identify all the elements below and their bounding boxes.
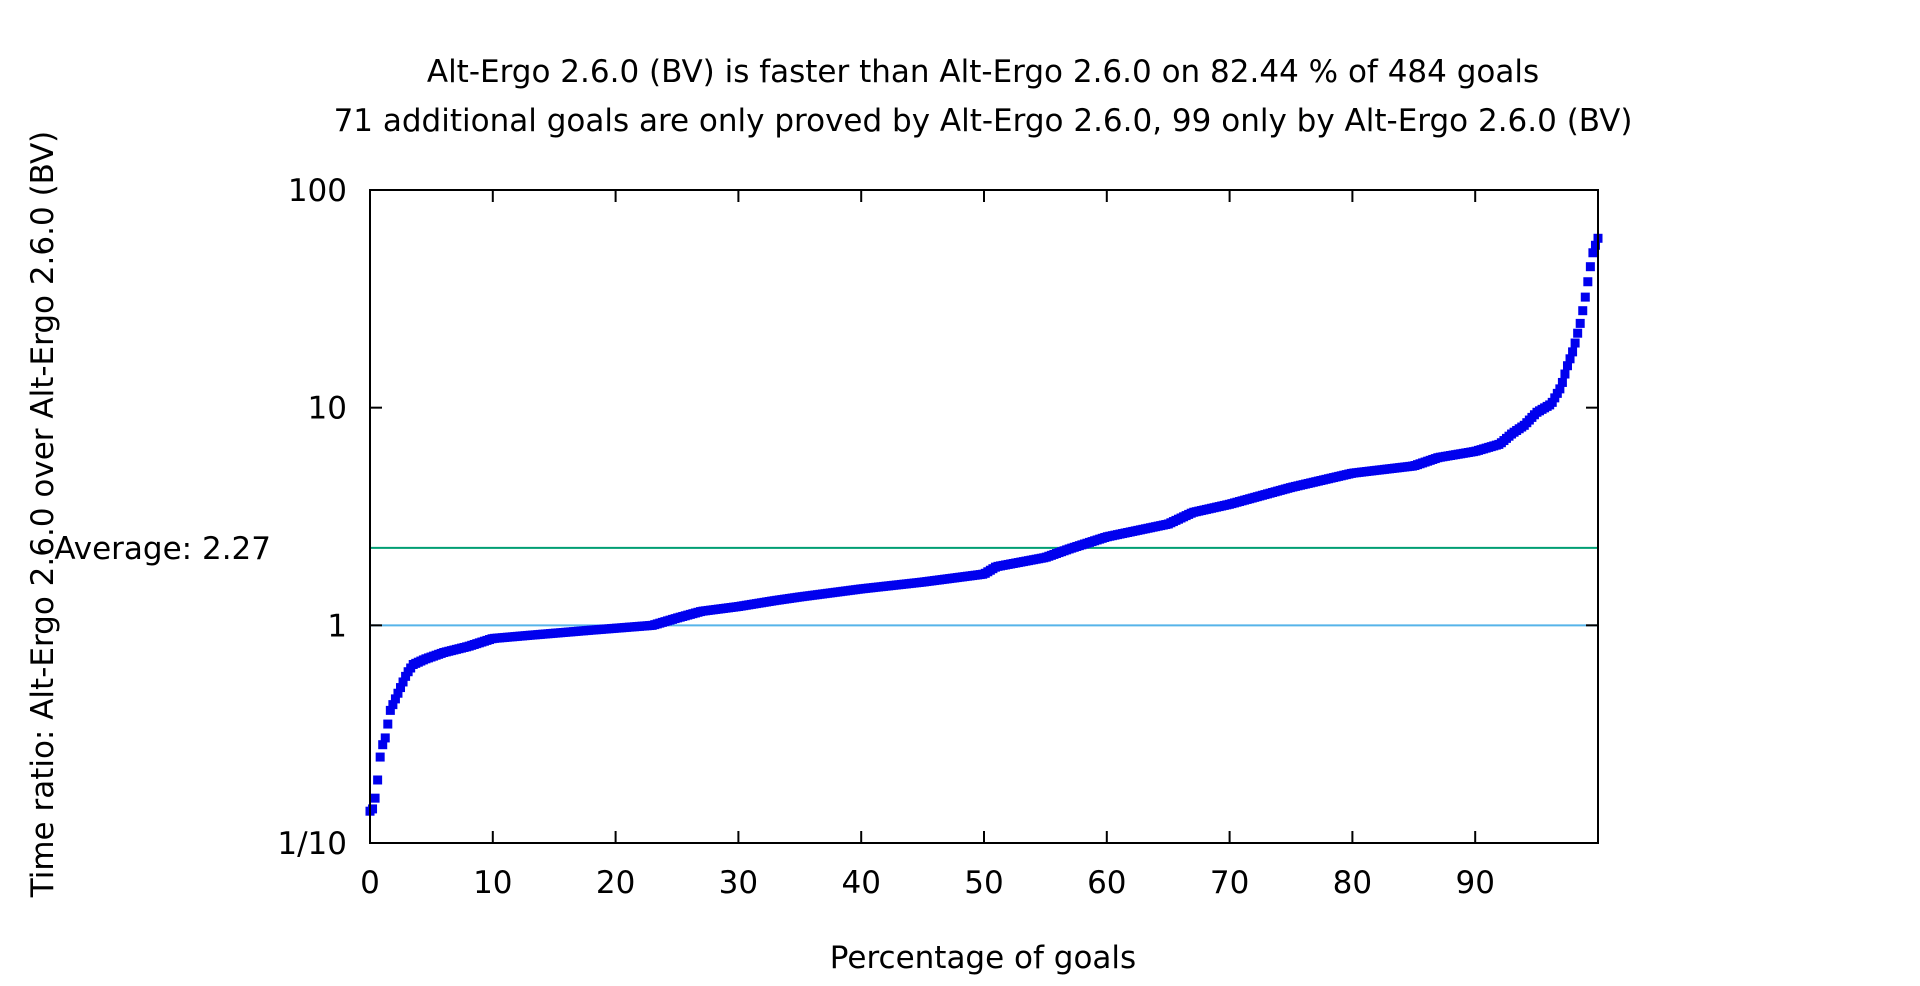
data-point — [373, 775, 383, 785]
tick-labels: Average: 2.27 0 10 20 30 40 50 60 70 80 90 1/10 1 10 1… — [54, 173, 1495, 901]
data-point — [1583, 277, 1593, 287]
data-point — [1570, 338, 1580, 348]
data-point — [390, 694, 400, 704]
data-point — [375, 752, 385, 762]
data-point — [1575, 318, 1585, 328]
data-point — [1573, 328, 1583, 338]
x-tick-label: 50 — [964, 865, 1003, 901]
data-point — [378, 740, 388, 750]
y-tick-label: 10 — [308, 391, 347, 427]
data-point — [1565, 354, 1575, 364]
data-points — [365, 233, 1603, 816]
data-point — [370, 793, 380, 803]
reference-lines — [370, 546, 1598, 627]
data-point — [1557, 377, 1567, 387]
data-point — [398, 677, 408, 687]
chart-title-line-1: Alt-Ergo 2.6.0 (BV) is faster than Alt-E… — [427, 54, 1539, 90]
data-point — [1590, 240, 1600, 250]
data-point — [1555, 384, 1565, 394]
data-point — [1588, 248, 1598, 258]
data-point — [1560, 369, 1570, 379]
data-point — [368, 804, 378, 814]
data-point — [401, 671, 411, 681]
x-tick-label: 20 — [596, 865, 635, 901]
y-axis-label: Time ratio: Alt-Ergo 2.6.0 over Alt-Ergo… — [25, 131, 61, 899]
y-tick-label: 1/10 — [277, 826, 347, 862]
plot-frame — [369, 189, 1599, 844]
x-tick-label: 30 — [719, 865, 758, 901]
x-tick-label: 0 — [360, 865, 380, 901]
y-tick-label: 100 — [288, 173, 347, 209]
data-point — [380, 733, 390, 743]
average-label: Average: 2.27 — [54, 531, 271, 567]
x-tick-label: 60 — [1087, 865, 1126, 901]
x-tick-label: 10 — [473, 865, 512, 901]
data-point — [1580, 292, 1590, 302]
x-tick-label: 70 — [1210, 865, 1249, 901]
x-tick-label: 40 — [841, 865, 880, 901]
axis-ticks — [369, 189, 1598, 844]
data-point — [393, 688, 403, 698]
x-tick-label: 80 — [1333, 865, 1372, 901]
data-point — [1562, 361, 1572, 371]
data-point — [1578, 306, 1588, 316]
y-tick-label: 1 — [327, 608, 347, 644]
chart-title-line-2: 71 additional goals are only proved by A… — [334, 103, 1633, 139]
x-axis-label: Percentage of goals — [830, 940, 1136, 976]
data-point — [396, 683, 406, 693]
data-point — [385, 705, 395, 715]
data-point — [1585, 262, 1595, 272]
x-tick-label: 90 — [1455, 865, 1494, 901]
data-point — [388, 700, 398, 710]
data-point — [1568, 347, 1578, 357]
data-point — [383, 719, 393, 729]
